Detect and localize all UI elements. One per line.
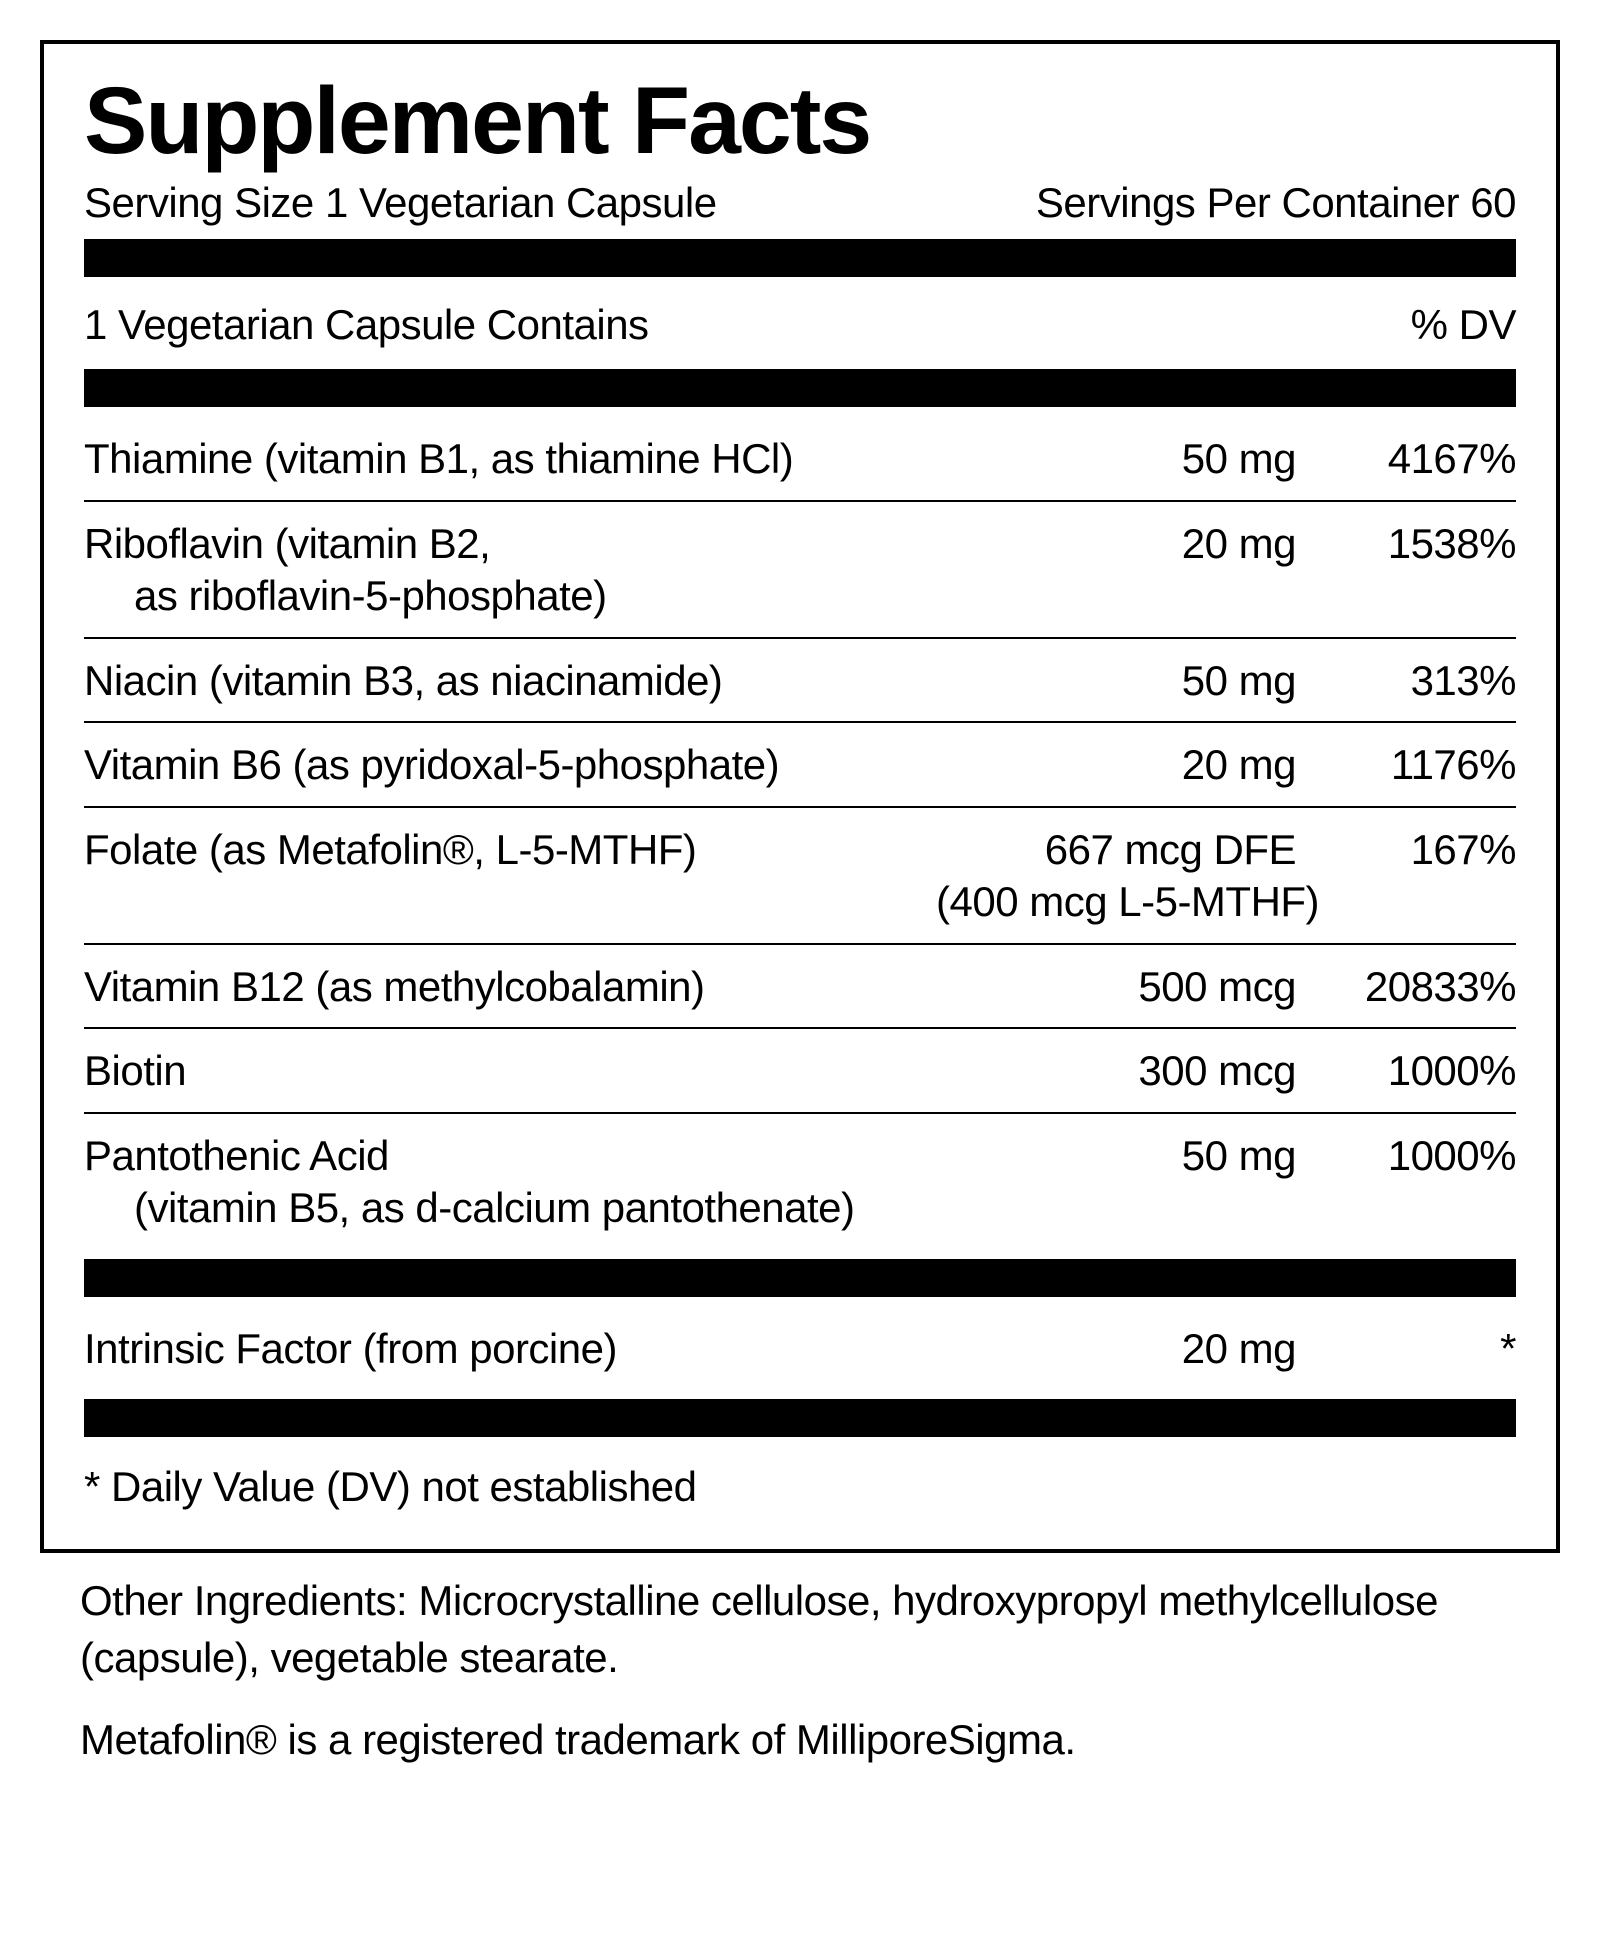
nutrient-amount: 20 mg	[936, 1323, 1316, 1376]
serving-row: Serving Size 1 Vegetarian Capsule Servin…	[84, 179, 1516, 227]
nutrient-amount: 500 mcg	[936, 961, 1316, 1014]
nutrient-amount: 667 mcg DFE(400 mcg L-5-MTHF)	[936, 824, 1316, 929]
nutrient-amount: 20 mg	[936, 739, 1316, 792]
nutrient-name: Thiamine (vitamin B1, as thiamine HCl)	[84, 433, 936, 486]
footnote: * Daily Value (DV) not established	[84, 1447, 1516, 1519]
trademark-notice: Metafolin® is a registered trademark of …	[40, 1686, 1560, 1764]
nutrient-dv: 4167%	[1316, 433, 1516, 486]
nutrient-amount: 20 mg	[936, 518, 1316, 623]
nutrient-amount: 50 mg	[936, 655, 1316, 708]
nutrient-name: Vitamin B12 (as methylcobalamin)	[84, 961, 936, 1014]
divider-bar	[84, 239, 1516, 277]
nutrient-dv: 1000%	[1316, 1045, 1516, 1098]
divider-bar	[84, 1259, 1516, 1297]
nutrient-dv: 167%	[1316, 824, 1516, 929]
other-ingredients: Other Ingredients: Microcrystalline cell…	[40, 1553, 1560, 1686]
nutrient-name: Vitamin B6 (as pyridoxal-5-phosphate)	[84, 739, 936, 792]
nutrient-name: Riboflavin (vitamin B2,as riboflavin-5-p…	[84, 518, 936, 623]
nutrient-amount: 50 mg	[936, 433, 1316, 486]
nutrient-name: Folate (as Metafolin®, L-5-MTHF)	[84, 824, 936, 929]
supplement-facts-panel: Supplement Facts Serving Size 1 Vegetari…	[40, 40, 1560, 1553]
table-row: Niacin (vitamin B3, as niacinamide)50 mg…	[84, 637, 1516, 722]
nutrient-name: Pantothenic Acid(vitamin B5, as d-calciu…	[84, 1130, 936, 1235]
contains-header: 1 Vegetarian Capsule Contains	[84, 301, 649, 349]
table-row: Biotin300 mcg1000%	[84, 1027, 1516, 1112]
nutrient-amount: 300 mcg	[936, 1045, 1316, 1098]
nutrient-dv: 1176%	[1316, 739, 1516, 792]
nutrient-dv: 20833%	[1316, 961, 1516, 1014]
table-row: Pantothenic Acid(vitamin B5, as d-calciu…	[84, 1112, 1516, 1249]
table-row: Riboflavin (vitamin B2,as riboflavin-5-p…	[84, 500, 1516, 637]
nutrient-amount: 50 mg	[936, 1130, 1316, 1235]
nutrient-dv: 1538%	[1316, 518, 1516, 623]
table-row: Folate (as Metafolin®, L-5-MTHF)667 mcg …	[84, 806, 1516, 943]
table-row: Thiamine (vitamin B1, as thiamine HCl)50…	[84, 417, 1516, 500]
divider-bar	[84, 1399, 1516, 1437]
nutrient-name: Intrinsic Factor (from porcine)	[84, 1323, 936, 1376]
nutrient-dv: *	[1316, 1323, 1516, 1376]
nutrient-rows: Thiamine (vitamin B1, as thiamine HCl)50…	[84, 417, 1516, 1249]
header-row: 1 Vegetarian Capsule Contains % DV	[84, 287, 1516, 359]
serving-size: Serving Size 1 Vegetarian Capsule	[84, 179, 717, 227]
nutrient-dv: 1000%	[1316, 1130, 1516, 1235]
table-row: Vitamin B12 (as methylcobalamin)500 mcg2…	[84, 943, 1516, 1028]
table-row: Intrinsic Factor (from porcine)20 mg*	[84, 1307, 1516, 1390]
panel-title: Supplement Facts	[84, 74, 1516, 169]
nutrient-name: Niacin (vitamin B3, as niacinamide)	[84, 655, 936, 708]
nutrient-name: Biotin	[84, 1045, 936, 1098]
divider-bar	[84, 369, 1516, 407]
servings-per-container: Servings Per Container 60	[1036, 179, 1516, 227]
extra-rows: Intrinsic Factor (from porcine)20 mg*	[84, 1307, 1516, 1390]
nutrient-dv: 313%	[1316, 655, 1516, 708]
dv-header: % DV	[1411, 301, 1516, 349]
table-row: Vitamin B6 (as pyridoxal-5-phosphate)20 …	[84, 721, 1516, 806]
